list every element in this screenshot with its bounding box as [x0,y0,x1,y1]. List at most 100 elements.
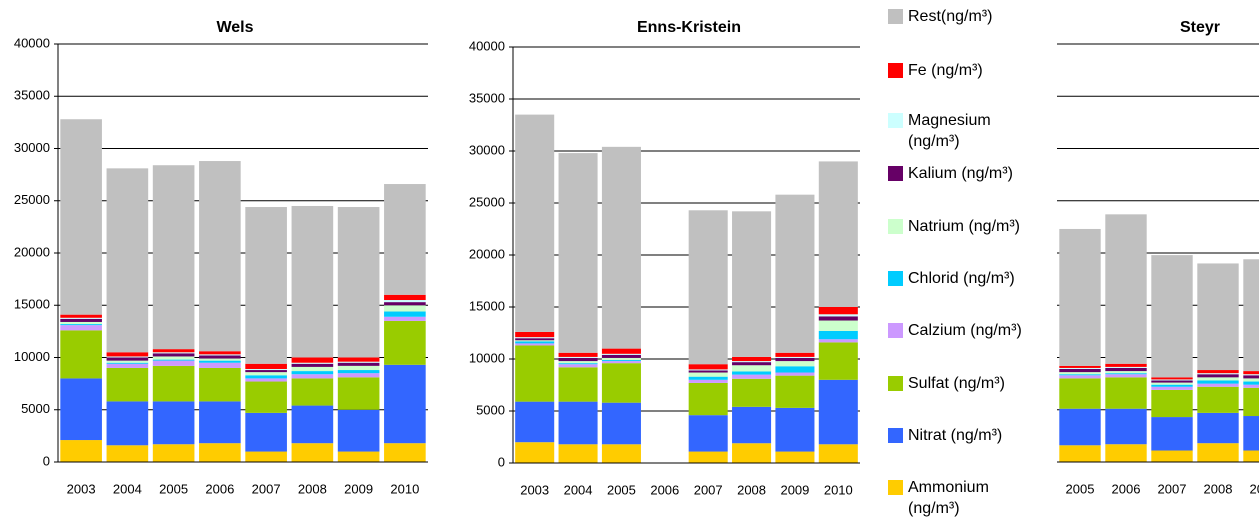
bar-segment [384,364,426,444]
y-tick-label: 5000 [476,402,505,417]
bar-segment [1243,374,1259,376]
bar-segment [1105,371,1147,374]
y-tick-label: 10000 [469,350,505,365]
bar-segment [106,363,149,368]
bar-segment [1243,259,1259,372]
bar-segment [152,349,195,353]
bar-segment [1197,373,1239,375]
bar-segment [688,369,728,371]
y-tick-label: 20000 [14,244,50,259]
bar-segment [688,379,728,383]
bar-segment [199,360,241,363]
bar-segment [1105,408,1147,445]
chart-title: Wels [216,19,253,36]
y-tick-label: 35000 [469,90,505,105]
bar-segment [199,401,241,444]
bar-segment [60,378,102,441]
x-tick-label: 2005 [159,481,188,496]
bar-segment [1059,378,1101,409]
legend-swatch [888,480,903,495]
bar-segment [1151,377,1193,380]
x-tick-label: 2008 [737,482,766,497]
y-tick-label: 40000 [469,38,505,53]
bar-segment [1151,450,1193,462]
bar-segment [60,119,102,315]
bar-segment [384,443,426,462]
bar-segment [384,320,426,365]
bar-segment [1243,387,1259,417]
bar-segment [1151,386,1193,390]
bar-segment [732,362,772,366]
x-tick-label: 2007 [1158,481,1187,496]
bar-segment [337,207,380,358]
legend-label: Sulfat (ng/m³) [908,375,1005,392]
bar-segment [1059,375,1101,379]
bar-segment [1197,374,1239,378]
bar-segment [775,451,815,463]
bar-segment [291,363,334,367]
bar-segment [775,361,815,367]
legend-swatch [888,271,903,286]
bar-segment [601,402,641,445]
legend-label: Calzium (ng/m³) [908,322,1022,339]
bar-segment [1105,366,1147,368]
bar-segment [558,367,598,402]
bar-segment [515,442,555,463]
bar-segment [1151,384,1193,387]
bar-segment [775,352,815,357]
bar-segment [1151,380,1193,383]
bar-segment [732,365,772,372]
bar-segment [291,378,334,406]
bar-segment [601,361,641,364]
bar-segment [1197,380,1239,384]
bar-segment [199,358,241,361]
bar-segment [1151,379,1193,381]
bar-segment [1151,255,1193,378]
bar-segment [818,339,858,343]
bar-segment [515,114,555,332]
bar-segment [60,317,102,319]
bar-segment [291,362,334,364]
bar-segment [688,376,728,380]
legend-swatch [888,323,903,338]
x-tick-label: 2008 [1204,481,1233,496]
x-tick-label: 2003 [520,482,549,497]
bar-segment [818,379,858,445]
bar-segment [245,451,287,462]
bar-segment [732,443,772,463]
bar-segment [384,302,426,306]
x-tick-label: 2006 [650,482,679,497]
bar-segment [601,444,641,463]
bar-segment [775,356,815,358]
bar-segment [1197,377,1239,381]
bar-segment [291,357,334,363]
bar-segment [60,330,102,379]
bar-segment [515,401,555,443]
legend-swatch [888,63,903,78]
y-tick-label: 10000 [14,349,50,364]
legend-label: Chlorid (ng/m³) [908,270,1015,287]
bar-segment [558,356,598,358]
x-tick-label: 2006 [205,481,234,496]
bar-segment [106,357,149,361]
bar-segment [1243,384,1259,388]
bar-segment [245,363,287,369]
x-tick-label: 2005 [1066,481,1095,496]
bar-segment [199,354,241,356]
bar-segment [60,324,102,326]
bar-segment [818,444,858,463]
bar-segment [1197,412,1239,444]
bar-segment [152,365,195,402]
bar-segment [688,382,728,416]
bar-segment [515,331,555,338]
bar-segment [1105,214,1147,364]
bar-segment [601,348,641,354]
bar-segment [337,362,380,366]
y-tick-label: 0 [43,453,50,468]
legend-swatch [888,113,903,128]
bar-segment [1243,378,1259,382]
bar-segment [60,318,102,322]
bar-segment [337,365,380,371]
bar-segment [384,311,426,317]
bar-segment [1243,375,1259,379]
